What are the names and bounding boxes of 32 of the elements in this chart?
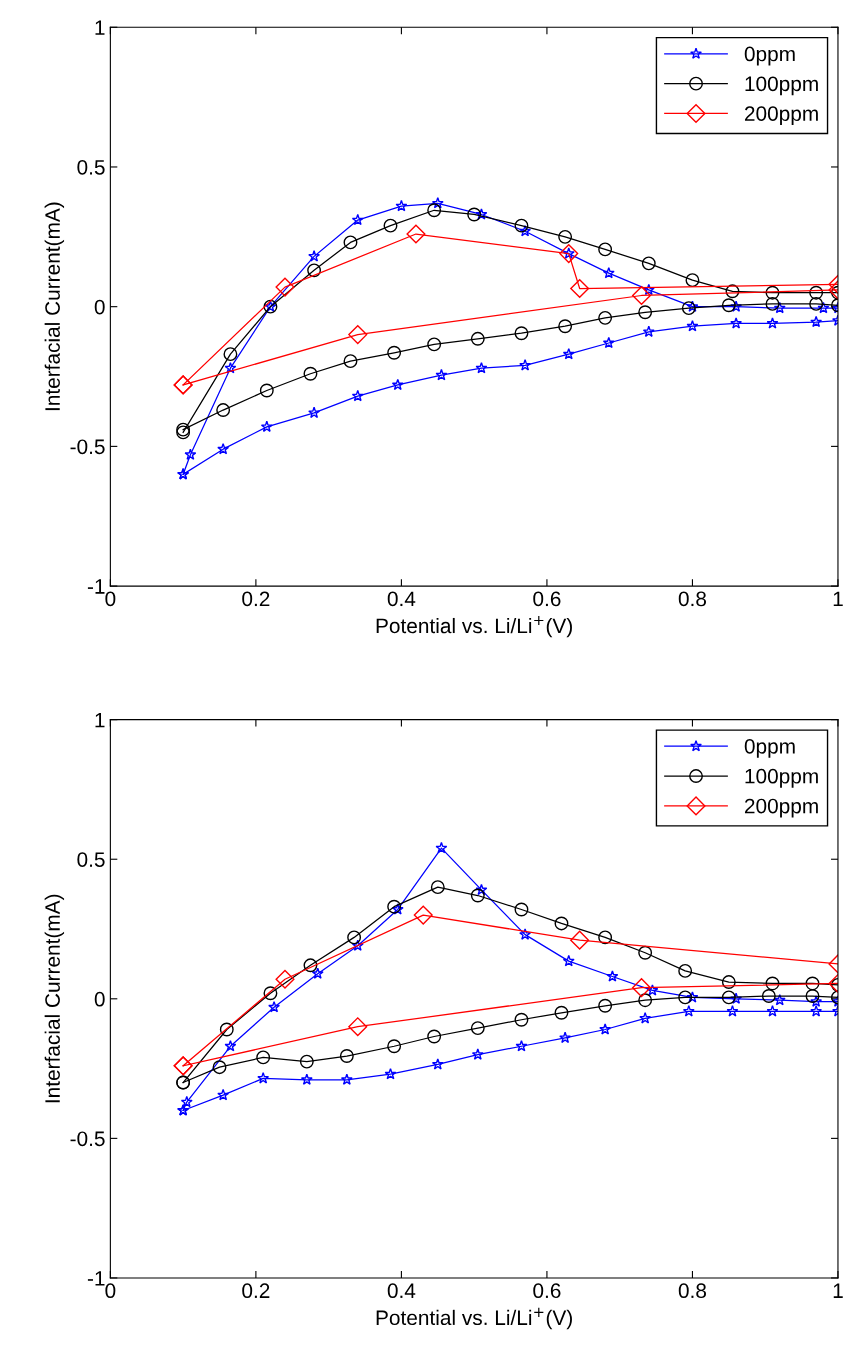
y-tick-label: 0.5 (77, 852, 105, 867)
x-tick-label: 0.6 (533, 1283, 561, 1299)
y-axis-title: Interfacial Current(mA) (44, 202, 65, 411)
y-tick-label: 1 (95, 712, 105, 728)
y-tick-label: -1 (87, 579, 105, 594)
legend-label: 100ppm (745, 768, 818, 788)
x-tick-label: 0 (105, 1283, 116, 1299)
x-tick-label: 0.4 (387, 591, 416, 607)
x-tick-label: 1 (833, 1283, 843, 1298)
x-tick-label: 0.8 (678, 1283, 707, 1299)
y-tick-label: -0.5 (70, 439, 105, 455)
x-axis-title: Potential vs. Li/Li$^{+}$(V) (376, 615, 572, 638)
legend-label: 200ppm (744, 798, 818, 818)
y-axis-title: Interfacial Current(mA) (44, 894, 65, 1103)
y-tick-label: 0 (94, 299, 105, 315)
legend-label: 0ppm (744, 738, 795, 758)
x-tick-label: 0.4 (387, 1283, 416, 1299)
x-tick-label: 0.2 (242, 591, 270, 607)
y-tick-label: 0 (94, 991, 105, 1007)
legend-label: 0ppm (744, 46, 795, 66)
x-tick-label: 0.6 (533, 591, 561, 607)
legend-label: 200ppm (744, 106, 818, 126)
x-tick-label: 0 (105, 591, 116, 607)
y-tick-label: -1 (87, 1271, 105, 1286)
legend-label: 100ppm (745, 76, 818, 96)
x-axis-title: Potential vs. Li/Li$^{+}$(V) (376, 1307, 572, 1330)
y-tick-label: -0.5 (70, 1131, 105, 1147)
x-tick-label: 0.2 (242, 1283, 270, 1299)
y-tick-label: 0.5 (77, 159, 105, 175)
x-tick-label: 0.8 (678, 591, 707, 607)
y-tick-label: 1 (95, 20, 105, 35)
x-tick-label: 1 (833, 591, 843, 607)
